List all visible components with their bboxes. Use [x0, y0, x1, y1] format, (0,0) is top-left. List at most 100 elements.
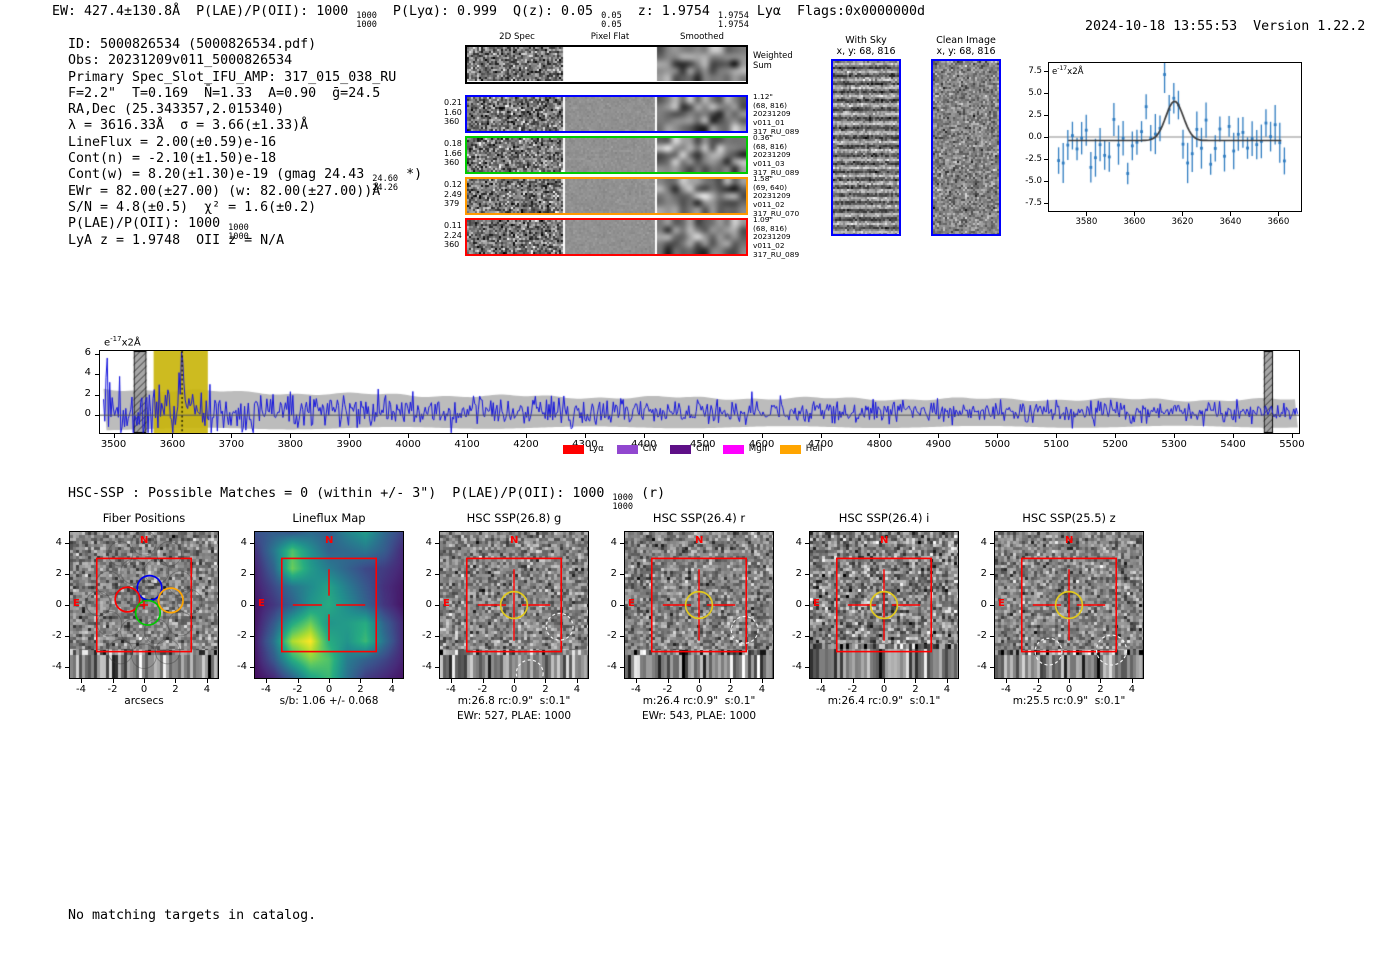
cutout-xtick-label: -2: [107, 684, 118, 695]
cutout-ytick: [65, 605, 69, 606]
line-fit-xtick-label: 3580: [1075, 217, 1098, 227]
cutout-xtick-label: -2: [847, 684, 858, 695]
spectrum-xtick-label: 4900: [925, 439, 952, 450]
spectrum-xtick-label: 5100: [1043, 439, 1069, 450]
cutout-ytick: [990, 605, 994, 606]
cutout-xtick-label: 2: [357, 684, 364, 695]
legend-swatch: [563, 444, 584, 454]
cutout-ytick: [990, 667, 994, 669]
montage-row-image: [467, 179, 746, 213]
header-gap: [1237, 19, 1253, 34]
sky-title-line: With Sky: [845, 35, 887, 46]
spectrum-ytick-label: 2: [84, 387, 91, 399]
cutout-overlay-3: [465, 557, 574, 678]
aperture-circle: [1054, 590, 1084, 620]
cutout-caption-1: arcsecs: [124, 695, 164, 707]
spectrum-xtick: [997, 434, 999, 438]
cutout-ytick: [250, 636, 254, 638]
montage-row-4-right-labels: 1.09" (68, 816) 20231209 v011_02 317_RU_…: [753, 215, 800, 259]
compass-north: N: [510, 535, 519, 546]
cutout-ytick-label: 2: [980, 567, 987, 579]
info-line-3: Primary Spec_Slot_IFU_AMP: 317_015_038_R…: [68, 70, 422, 86]
compass-east: E: [73, 598, 80, 609]
cutout-caption2-3: EWr: 527, PLAE: 1000: [456, 710, 572, 722]
cutout-title-1: Fiber Positions: [102, 511, 186, 525]
cutout-xtick: [576, 679, 578, 683]
cutout-ytick: [990, 636, 994, 638]
cutout-xtick-label: 0: [140, 684, 148, 695]
cutout-xtick: [451, 679, 453, 683]
legend-label: MgII: [748, 444, 767, 454]
hsc-line-sup-1: 1000: [612, 493, 634, 503]
cutout-xtick-label: -2: [1032, 684, 1043, 695]
montage-row-3-left-labels: 0.12 2.49 379: [444, 180, 462, 209]
cutout-ytick-label: 2: [240, 567, 247, 579]
cutout-ytick: [805, 667, 809, 669]
cutout-xtick: [81, 679, 83, 683]
info-line-9-sub-1: 24.26: [372, 182, 399, 193]
spectrum-xtick-label: 4800: [866, 439, 893, 450]
spectrum-units-label: e-17x2Å: [104, 335, 141, 348]
line-fit-ytick: [1044, 159, 1048, 161]
footer-notes: No matching targets in catalog. Row inte…: [68, 876, 316, 953]
cutout-xtick: [884, 679, 885, 683]
cutout-ytick: [435, 542, 439, 544]
spectrum-ytick-label: 0: [84, 408, 91, 420]
cutout-ytick: [990, 573, 994, 575]
line-fit-units-base: e: [1052, 66, 1058, 77]
cutout-overlay-2: [280, 557, 378, 653]
cutout-xtick: [391, 679, 393, 683]
legend-swatch: [722, 444, 744, 454]
montage-col-header-1: 2D Spec: [499, 32, 535, 42]
summary-info-block: ID: 5000826534 (5000826534.pdf) Obs: 2023…: [68, 37, 422, 249]
spectrum-xtick: [643, 434, 645, 438]
cutout-title-6: HSC SSP(25.5) z: [1022, 511, 1116, 525]
sky-subtitle-line: x, y: 68, 816: [936, 46, 996, 57]
cutout-xtick-label: 0: [695, 684, 703, 695]
cutout-xtick-label: 2: [1097, 684, 1104, 695]
neighbor-circle-2: [1095, 634, 1128, 666]
sky-panel-2-image: [933, 61, 999, 234]
spectrum-ytick-label: 4: [84, 367, 91, 379]
info-line-8: Cont(n) = -2.10(±1.50)e-18: [68, 151, 422, 167]
ifu-fiber-outline: [96, 610, 123, 637]
sky-panel-2-title: Clean Image x, y: 68, 816: [936, 35, 996, 57]
cutout-xtick-label: -4: [76, 684, 87, 695]
info-line-3-text-0: Primary Spec_Slot_IFU_AMP: 317_015_038_R…: [68, 69, 397, 85]
montage-col-header-3: Smoothed: [680, 32, 724, 42]
cutout-ytick-label: 2: [610, 567, 617, 579]
ifu-fiber-outline: [131, 532, 157, 556]
cutout-xtick: [112, 679, 114, 683]
spectrum-xtick: [231, 434, 233, 438]
legend-item-mgii: MgII: [722, 444, 767, 454]
cutout-xtick-label: 4: [758, 684, 766, 695]
spectrum-xtick-label: 4200: [513, 439, 539, 450]
ifu-fiber-outline: [120, 558, 146, 585]
compass-north: N: [140, 535, 149, 546]
cutout-xtick-label: 4: [573, 684, 581, 695]
header-supsub-6: 1.9754 1.9754: [718, 12, 749, 29]
spectrum-xtick: [938, 434, 940, 438]
line-fit-ytick: [1044, 70, 1048, 72]
cutout-xtick-label: 2: [912, 684, 919, 695]
cutout-xtick-label: 2: [172, 684, 179, 695]
info-line-13: LyA z = 1.9748 OII z = N/A: [68, 233, 422, 249]
info-line-11: S/N = 4.8(±0.5) χ² = 1.6(±0.2): [68, 200, 422, 216]
info-line-6-text-0: λ = 3616.33Å σ = 3.66(±1.33)Å: [68, 118, 309, 134]
header-text-7: Lyα Flags:0x0000000d: [748, 4, 926, 19]
cutout-ytick-label: 4: [240, 536, 247, 548]
line-fit-xtick: [1182, 212, 1184, 216]
cutout-ytick-label: 2: [795, 567, 802, 579]
report-datetime: 2024-10-18 13:55:53: [1085, 19, 1238, 34]
cutout-xtick: [852, 679, 854, 683]
spectrum-xtick-label: 4700: [807, 439, 834, 450]
info-line-9-sup-1: 24.60: [372, 174, 399, 185]
cutout-ytick-label: 4: [610, 536, 617, 548]
compass-north: N: [325, 535, 334, 546]
cutout-ytick-label: -2: [977, 630, 987, 642]
cutout-ytick-label: -4: [52, 661, 62, 673]
cutout-ytick: [250, 605, 254, 606]
spectrum-xtick-label: 3800: [277, 439, 304, 450]
cutout-ytick: [65, 573, 69, 575]
montage-row-2-left-labels: 0.18 1.66 360: [444, 139, 462, 168]
